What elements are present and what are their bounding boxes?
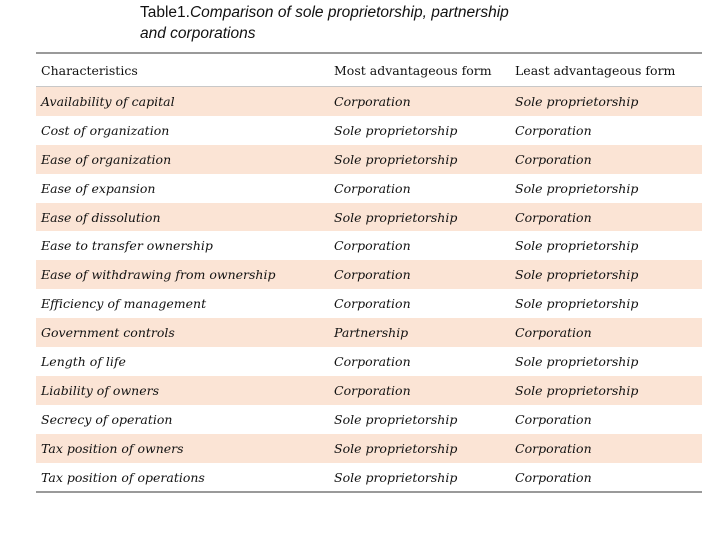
cell-characteristic: Efficiency of management — [41, 296, 207, 312]
table-row: Availability of capital Corporation Sole… — [36, 87, 702, 116]
cell-characteristic: Ease of withdrawing from ownership — [41, 267, 276, 283]
table-row: Tax position of owners Sole proprietorsh… — [36, 433, 702, 463]
cell-characteristic: Ease of organization — [41, 151, 172, 167]
table-row: Efficiency of management Corporation Sol… — [36, 289, 702, 318]
header-characteristics: Characteristics — [41, 62, 138, 78]
cell-least-advantageous: Sole proprietorship — [515, 238, 639, 254]
table-header-row: Characteristics Most advantageous form L… — [36, 54, 702, 87]
comparison-table: Characteristics Most advantageous form L… — [36, 52, 702, 494]
cell-most-advantageous: Partnership — [334, 325, 409, 341]
table-row: Length of life Corporation Sole propriet… — [36, 347, 702, 376]
table-row: Ease of dissolution Sole proprietorship … — [36, 202, 702, 232]
cell-least-advantageous: Corporation — [515, 122, 592, 138]
cell-least-advantageous: Corporation — [515, 209, 592, 225]
cell-most-advantageous: Corporation — [334, 267, 411, 283]
cell-most-advantageous: Sole proprietorship — [334, 122, 458, 138]
cell-characteristic: Length of life — [41, 353, 126, 369]
cell-most-advantageous: Corporation — [334, 382, 411, 398]
caption-text: Comparison of sole proprietorship, partn… — [189, 4, 509, 21]
cell-least-advantageous: Corporation — [515, 440, 592, 456]
cell-characteristic: Tax position of owners — [41, 440, 184, 456]
table-row: Ease of organization Sole proprietorship… — [36, 144, 702, 174]
cell-most-advantageous: Corporation — [334, 296, 411, 312]
table-row: Liability of owners Corporation Sole pro… — [36, 375, 702, 405]
cell-least-advantageous: Sole proprietorship — [515, 353, 639, 369]
table-row: Government controls Partnership Corporat… — [36, 318, 702, 348]
cell-least-advantageous: Sole proprietorship — [515, 93, 639, 109]
table-caption: Table1.Comparison of sole proprietorship… — [140, 2, 600, 44]
cell-characteristic: Availability of capital — [41, 93, 175, 109]
cell-characteristic: Tax position of operations — [41, 469, 205, 485]
cell-most-advantageous: Corporation — [334, 238, 411, 254]
caption-line-2: and corporations — [140, 25, 256, 42]
cell-most-advantageous: Sole proprietorship — [334, 151, 458, 167]
table-row: Tax position of operations Sole propriet… — [36, 463, 702, 492]
cell-least-advantageous: Corporation — [515, 411, 592, 427]
cell-most-advantageous: Sole proprietorship — [334, 469, 458, 485]
cell-characteristic: Ease of expansion — [41, 180, 156, 196]
cell-least-advantageous: Sole proprietorship — [515, 267, 639, 283]
header-least-advantageous: Least advantageous form — [515, 62, 676, 78]
cell-characteristic: Cost of organization — [41, 122, 170, 138]
caption-line-1: Table1.Comparison of sole proprietorship… — [140, 2, 600, 23]
cell-least-advantageous: Sole proprietorship — [515, 382, 639, 398]
table-row: Ease of withdrawing from ownership Corpo… — [36, 260, 702, 290]
cell-most-advantageous: Sole proprietorship — [334, 209, 458, 225]
cell-least-advantageous: Corporation — [515, 325, 592, 341]
cell-most-advantageous: Sole proprietorship — [334, 411, 458, 427]
caption-label: Table1. — [140, 4, 190, 21]
cell-least-advantageous: Corporation — [515, 151, 592, 167]
cell-least-advantageous: Sole proprietorship — [515, 180, 639, 196]
cell-characteristic: Secrecy of operation — [41, 411, 173, 427]
cell-characteristic: Liability of owners — [41, 382, 159, 398]
cell-most-advantageous: Corporation — [334, 93, 411, 109]
cell-least-advantageous: Sole proprietorship — [515, 296, 639, 312]
table-row: Secrecy of operation Sole proprietorship… — [36, 405, 702, 434]
table-row: Ease to transfer ownership Corporation S… — [36, 231, 702, 260]
cell-characteristic: Ease of dissolution — [41, 209, 161, 225]
table-row: Ease of expansion Corporation Sole propr… — [36, 174, 702, 203]
header-most-advantageous: Most advantageous form — [334, 62, 492, 78]
cell-characteristic: Ease to transfer ownership — [41, 238, 213, 254]
cell-most-advantageous: Corporation — [334, 180, 411, 196]
cell-characteristic: Government controls — [41, 325, 175, 341]
table-row: Cost of organization Sole proprietorship… — [36, 116, 702, 145]
cell-most-advantageous: Corporation — [334, 353, 411, 369]
cell-least-advantageous: Corporation — [515, 469, 592, 485]
cell-most-advantageous: Sole proprietorship — [334, 440, 458, 456]
